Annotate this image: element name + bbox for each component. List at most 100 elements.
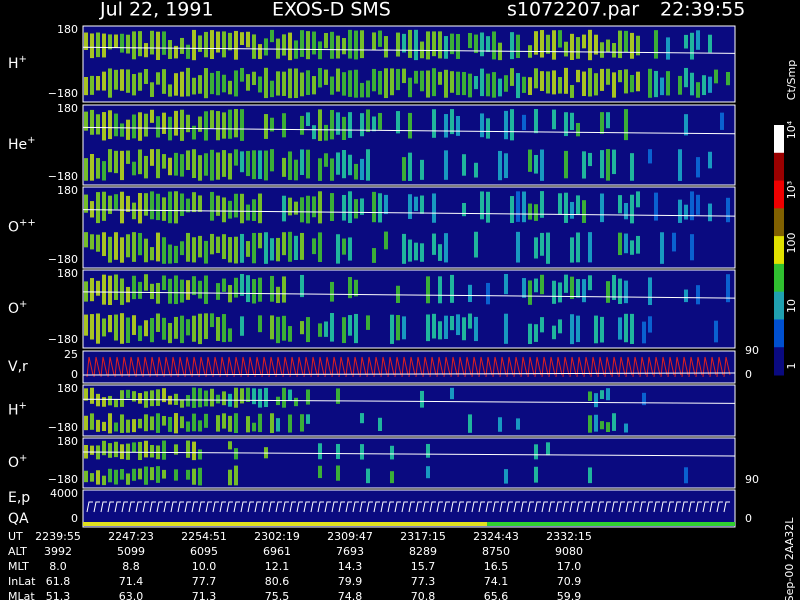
spectrogram-cell bbox=[564, 112, 568, 137]
velocity-trace bbox=[233, 356, 241, 378]
spectrogram-cell bbox=[468, 284, 472, 303]
row-label: ALT bbox=[8, 545, 27, 558]
spectrogram-cell bbox=[96, 234, 100, 252]
spectrogram-cell bbox=[222, 234, 226, 260]
spectrogram-cell bbox=[462, 154, 466, 176]
spectrogram-cell bbox=[648, 277, 652, 306]
colorbar-segment bbox=[774, 236, 784, 265]
spectrogram-cell bbox=[276, 71, 280, 96]
spectrogram-cell bbox=[114, 274, 118, 300]
spectrogram-cell bbox=[528, 149, 532, 172]
spectrogram-cell bbox=[102, 274, 106, 305]
tick-top: 180 bbox=[57, 267, 78, 280]
spectrogram-cell bbox=[546, 232, 550, 264]
spectrogram-cell bbox=[534, 237, 538, 259]
spectrogram-cell bbox=[498, 417, 502, 432]
energy-trace bbox=[555, 501, 562, 513]
spectrogram-cell bbox=[318, 109, 322, 141]
spectrogram-cell bbox=[156, 149, 160, 179]
spectrogram-cell bbox=[696, 30, 700, 50]
spectrogram-cell bbox=[108, 443, 112, 458]
energy-trace bbox=[310, 501, 317, 513]
spectrogram-cell bbox=[138, 232, 142, 256]
velocity-trace bbox=[415, 356, 423, 378]
velocity-trace bbox=[268, 356, 276, 378]
spectrogram-cell bbox=[372, 191, 376, 223]
spectrogram-cell bbox=[318, 41, 322, 60]
spectrogram-cell bbox=[540, 30, 544, 58]
spectrogram-cell bbox=[426, 466, 430, 479]
energy-trace bbox=[100, 501, 107, 513]
spectrogram-cell bbox=[258, 388, 262, 408]
spectrogram-cell bbox=[528, 203, 532, 220]
spectrogram-cell bbox=[312, 196, 316, 218]
spectrogram-cell bbox=[390, 471, 394, 484]
spectrogram-cell bbox=[558, 77, 562, 94]
spectrogram-cell bbox=[102, 71, 106, 91]
spectrogram-cell bbox=[150, 82, 154, 97]
spectrogram-cell bbox=[120, 469, 124, 480]
energy-trace bbox=[170, 501, 177, 513]
spectrogram-cell bbox=[504, 110, 508, 140]
spectrogram-cell bbox=[174, 191, 178, 224]
spectrogram-cell bbox=[84, 232, 88, 248]
spectrogram-cell bbox=[102, 232, 106, 257]
spectrogram-cell bbox=[84, 194, 88, 213]
spectrogram-cell bbox=[396, 32, 400, 57]
spectrogram-cell bbox=[618, 30, 622, 59]
panel-label-charge: + bbox=[19, 54, 27, 65]
spectrogram-cell bbox=[510, 68, 514, 86]
energy-trace bbox=[639, 501, 646, 513]
spectrogram-cell bbox=[462, 317, 466, 341]
spectrogram-cell bbox=[414, 196, 418, 212]
velocity-trace bbox=[520, 356, 528, 378]
spectrogram-cell bbox=[456, 33, 460, 59]
spectrogram-cell bbox=[186, 67, 190, 97]
spectrogram-cell bbox=[192, 149, 196, 179]
spectrogram-cell bbox=[540, 191, 544, 218]
spectrogram-cell bbox=[132, 114, 136, 139]
velocity-trace bbox=[240, 356, 248, 378]
energy-trace bbox=[457, 501, 464, 513]
velocity-trace bbox=[93, 356, 101, 378]
spectrogram-cell bbox=[630, 313, 634, 344]
spectrogram-cell bbox=[180, 154, 184, 177]
trend-line bbox=[82, 291, 736, 299]
spectrogram-cell bbox=[306, 112, 310, 127]
spectrogram-cell bbox=[126, 34, 130, 54]
spectrogram-cell bbox=[546, 34, 550, 54]
spectrogram-cell bbox=[192, 387, 196, 408]
spectrogram-cell bbox=[354, 69, 358, 98]
spectrogram-cell bbox=[144, 274, 148, 291]
spectrogram-cell bbox=[120, 278, 124, 305]
spectrogram-cell bbox=[210, 72, 214, 95]
spectrogram-cell bbox=[378, 193, 382, 223]
spectrogram-cell bbox=[192, 192, 196, 213]
spectrogram-cell bbox=[228, 32, 232, 51]
spectrogram-cell bbox=[138, 441, 142, 461]
spectrogram-cell bbox=[180, 109, 184, 141]
spectrogram-cell bbox=[444, 233, 448, 263]
spectrogram-cell bbox=[480, 68, 484, 97]
spectrogram-cell bbox=[534, 109, 538, 134]
tick-bottom: 0 bbox=[71, 512, 78, 525]
spectrogram-cell bbox=[234, 236, 238, 264]
panel-label: He+ bbox=[8, 135, 36, 154]
spectrogram-cell bbox=[144, 155, 148, 179]
spectrogram-cell bbox=[84, 32, 88, 50]
spectrogram-cell bbox=[300, 149, 304, 175]
spectrogram-cell bbox=[348, 29, 352, 59]
velocity-trace bbox=[478, 356, 486, 378]
spectrogram-cell bbox=[696, 194, 700, 215]
spectrogram-cell bbox=[90, 75, 94, 95]
spectrogram-cell bbox=[354, 279, 358, 297]
trend-line bbox=[82, 451, 736, 457]
spectrogram-cell bbox=[294, 159, 298, 181]
spectrogram-cell bbox=[678, 149, 682, 181]
energy-trace bbox=[625, 501, 632, 513]
panel-label-charge: ++ bbox=[19, 217, 36, 228]
spectrogram-cell bbox=[324, 124, 328, 141]
spectrogram-cell bbox=[258, 232, 262, 249]
spectrogram-cell bbox=[396, 111, 400, 134]
